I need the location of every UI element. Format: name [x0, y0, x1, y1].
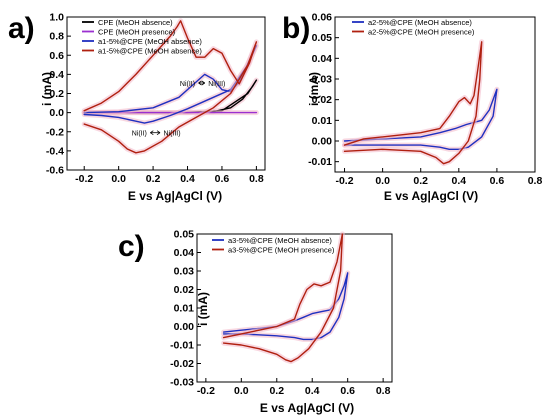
- y-tick-label: 0.05: [174, 229, 195, 241]
- annotation-label: Ni(II): [132, 131, 147, 138]
- y-tick-label: 0.04: [174, 247, 195, 259]
- x-tick-label: 0.2: [413, 175, 428, 187]
- annotation-arrowhead: [201, 82, 206, 86]
- x-tick-label: 0.2: [146, 173, 161, 185]
- y-tick-label: -0.4: [46, 145, 64, 157]
- x-tick-label: 0.4: [452, 175, 467, 187]
- panel-c-xlabel: E vs Ag|AgCl (V): [259, 401, 355, 415]
- y-tick-label: 0.03: [312, 74, 333, 86]
- x-tick-label: -0.2: [335, 175, 353, 187]
- panel-b-ylabel: i (mA): [307, 72, 321, 106]
- y-tick-label: 0.06: [312, 12, 333, 24]
- annotation-arrowhead: [198, 82, 202, 86]
- x-tick-label: 0.6: [490, 175, 505, 187]
- y-tick-label: 1.0: [49, 12, 64, 24]
- x-tick-label: 0.6: [215, 173, 230, 185]
- x-tick-label: 0.4: [305, 385, 320, 397]
- y-tick-label: -0.2: [46, 126, 64, 138]
- legend-label: a2-5%@CPE (MeOH presence): [368, 28, 475, 37]
- y-tick-label: -0.01: [170, 340, 194, 352]
- x-tick-label: 0.2: [269, 385, 284, 397]
- panel-c-ylabel: i (mA): [196, 292, 210, 326]
- annotation-arrowhead: [156, 130, 161, 134]
- legend-label: CPE (MeOH presence): [98, 28, 176, 37]
- annotation-arrowhead: [156, 132, 161, 136]
- series-line: [83, 20, 258, 154]
- panel-b: -0.01 0.00 0.01 0.02 0.03 0.04 0.05 0.06 -0.2 0.0…: [308, 12, 542, 188]
- annotation-arrowhead: [201, 80, 206, 84]
- plot-frame: [334, 16, 536, 173]
- y-tick-label: 0.01: [174, 303, 195, 315]
- y-tick-label: 0.4: [49, 69, 64, 81]
- legend-label: CPE (MeOH absence): [98, 18, 173, 27]
- series-line: [343, 88, 498, 150]
- series-line: [222, 233, 344, 363]
- y-tick-label: 0.02: [174, 284, 195, 296]
- annotation-arrowhead: [150, 132, 154, 136]
- x-tick-label: 0.0: [375, 175, 390, 187]
- annotation-arrowhead: [150, 130, 154, 134]
- panel-a-xlabel: E vs Ag|AgCl (V): [127, 189, 223, 203]
- x-tick-label: -0.2: [75, 173, 93, 185]
- panel-c: -0.03 -0.02 -0.01 0.00 0.01 0.02 0.03 0.04 0.05 -…: [170, 229, 393, 397]
- y-tick-label: -0.03: [170, 377, 194, 389]
- y-tick-label: 0.05: [312, 32, 333, 44]
- legend-label: a1-5%@CPE (MeOH absence): [98, 47, 202, 56]
- panel-a-label: a): [8, 12, 35, 45]
- legend-label: a2-5%@CPE (MeOH absence): [368, 18, 472, 27]
- y-tick-label: -0.02: [170, 358, 194, 370]
- x-tick-label: 0.4: [180, 173, 195, 185]
- panel-b-xlabel: E vs Ag|AgCl (V): [383, 189, 479, 203]
- legend-label: a3-5%@CPE (MeOH presence): [228, 246, 335, 255]
- x-tick-label: 0.8: [528, 175, 543, 187]
- series-line: [343, 41, 483, 165]
- panel-a: -0.6 -0.4 -0.2 0.0 0.2 0.4 0.6 0.8 1.0 -0.2 0.0 0.2…: [46, 12, 266, 185]
- y-tick-label: 0.8: [49, 31, 64, 43]
- y-tick-label: 0.6: [49, 50, 64, 62]
- x-tick-label: 0.0: [111, 173, 126, 185]
- y-tick-label: -0.01: [308, 156, 332, 168]
- y-tick-label: 0.0: [49, 107, 64, 119]
- panel-c-label: c): [118, 230, 145, 263]
- annotation-arrowhead: [198, 80, 202, 84]
- annotation-label: Ni(II): [180, 81, 195, 88]
- y-tick-label: 0.00: [312, 136, 333, 148]
- panel-a-ylabel: i (mA): [40, 72, 54, 106]
- y-tick-label: 0.00: [174, 321, 195, 333]
- y-tick-label: 0.01: [312, 115, 333, 127]
- legend-label: a3-5%@CPE (MeOH absence): [228, 236, 332, 245]
- x-tick-label: 0.0: [234, 385, 249, 397]
- y-tick-label: 0.04: [312, 53, 333, 65]
- y-tick-label: -0.6: [46, 165, 64, 177]
- y-tick-label: 0.2: [49, 88, 64, 100]
- x-tick-label: 0.8: [249, 173, 264, 185]
- y-tick-label: 0.03: [174, 266, 195, 278]
- annotation-label: Ni(III): [163, 131, 180, 138]
- x-tick-label: -0.2: [197, 385, 215, 397]
- panel-b-label: b): [282, 12, 311, 45]
- y-tick-label: 0.02: [312, 94, 333, 106]
- x-tick-label: 0.8: [376, 385, 391, 397]
- annotation-label: Ni(III): [208, 81, 225, 88]
- legend-label: a1-5%@CPE (MeOH absence): [98, 37, 202, 46]
- x-tick-label: 0.6: [340, 385, 355, 397]
